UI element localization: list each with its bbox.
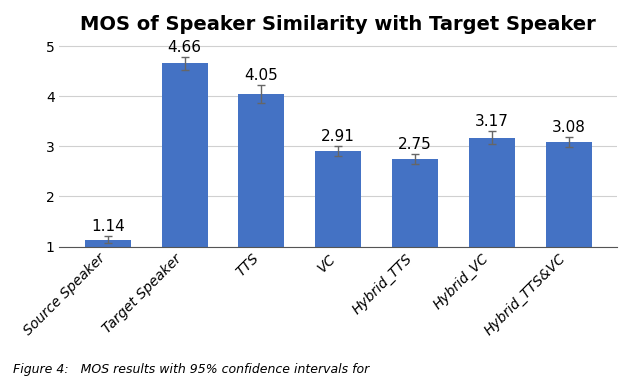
Bar	[238, 94, 284, 247]
Bar	[162, 63, 208, 247]
Bar	[315, 151, 362, 247]
Text: 2.91: 2.91	[321, 129, 355, 144]
Title: MOS of Speaker Similarity with Target Speaker: MOS of Speaker Similarity with Target Sp…	[80, 15, 596, 34]
Text: 1.14: 1.14	[91, 219, 125, 234]
Text: Figure 4:   MOS results with 95% confidence intervals for: Figure 4: MOS results with 95% confidenc…	[13, 363, 369, 376]
Text: 4.66: 4.66	[167, 40, 202, 55]
Bar	[545, 142, 592, 247]
Bar	[469, 138, 515, 247]
Bar	[392, 159, 438, 247]
Text: 3.08: 3.08	[552, 120, 586, 135]
Text: 2.75: 2.75	[398, 137, 432, 152]
Bar	[85, 239, 131, 247]
Text: 3.17: 3.17	[475, 114, 509, 129]
Text: 4.05: 4.05	[245, 68, 278, 83]
